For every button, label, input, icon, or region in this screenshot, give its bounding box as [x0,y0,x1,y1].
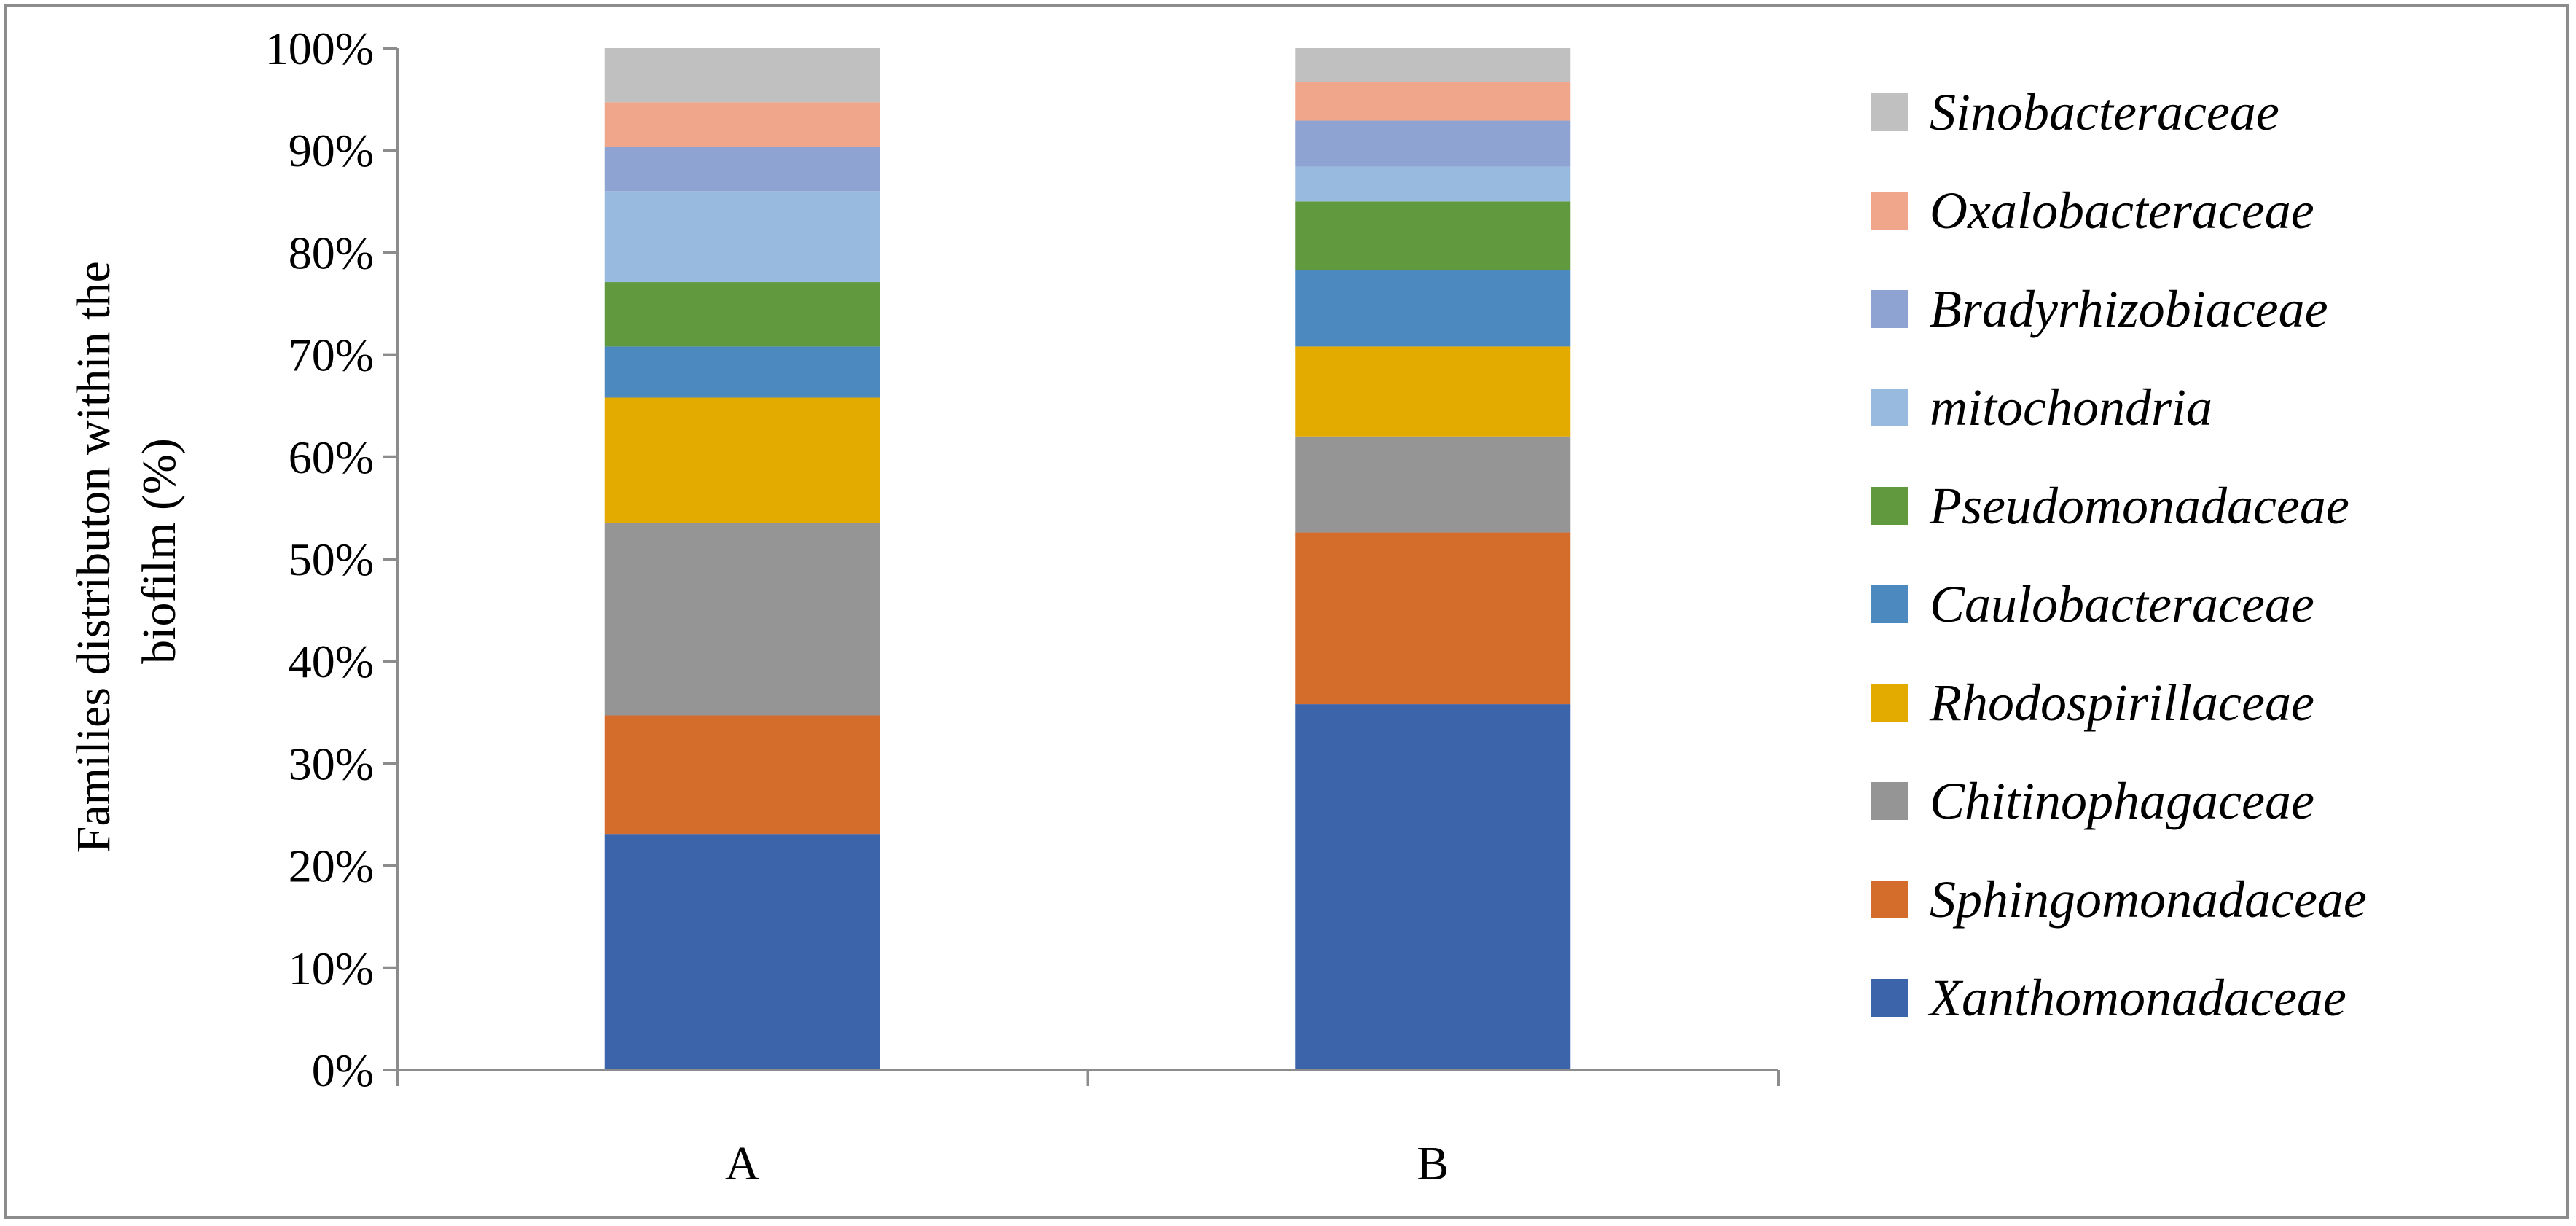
legend: Sinobacteraceae Oxalobacteraceae Bradyrhiz… [1871,83,2367,1027]
legend-item-sinobacteraceae: Sinobacteraceae [1871,83,2279,141]
legend-label: Chitinophagaceae [1930,772,2314,830]
legend-label: Bradyrhizobiaceae [1930,280,2328,338]
bar-segment-B-bradyrhizobiaceae [1295,120,1571,167]
legend-item-pseudomonadaceae: Pseudomonadaceae [1871,477,2349,535]
bar-segment-B-sinobacteraceae [1295,48,1571,82]
legend-label: Rhodospirillaceae [1929,673,2314,732]
legend-label: Sphingomonadaceae [1930,870,2367,929]
y-tick-label: 90% [289,125,374,176]
x-category-label-A: A [725,1137,760,1190]
y-tick-label: 40% [289,636,374,687]
bar-segment-A-rhodospirillaceae [604,397,880,523]
x-category-label-B: B [1417,1137,1449,1190]
y-tick-label: 30% [289,738,374,789]
legend-swatch [1871,487,1908,525]
bar-segment-B-chitinophagaceae [1295,436,1571,533]
bar-segment-B-rhodospirillaceae [1295,346,1571,437]
legend-label: mitochondria [1930,378,2212,437]
bars-layer [604,48,1571,1070]
y-tick-label: 100% [265,23,374,74]
y-axis-title-line-2: biofilm (%) [133,438,186,664]
y-tick-label: 80% [289,227,374,278]
bar-segment-A-bradyrhizobiaceae [604,147,880,192]
legend-label: Oxalobacteraceae [1930,181,2314,240]
y-axis-title-line-1: Families distributon within the [67,261,120,853]
chart-frame [4,4,2569,1219]
legend-item-chitinophagaceae: Chitinophagaceae [1871,772,2314,830]
legend-label: Pseudomonadaceae [1929,477,2349,535]
bar-segment-B-sphingomonadaceae [1295,532,1571,705]
y-tick-labels: 0% 10% 20% 30% 40% 50% 60% 70% 80% 90% 100% [265,23,374,1096]
legend-swatch [1871,192,1908,230]
legend-label: Caulobacteraceae [1930,575,2314,633]
legend-swatch [1871,389,1908,426]
legend-item-bradyrhizobiaceae: Bradyrhizobiaceae [1871,280,2328,338]
legend-swatch [1871,93,1908,131]
legend-swatch [1871,290,1908,328]
y-tick-label: 0% [312,1045,374,1096]
legend-item-rhodospirillaceae: Rhodospirillaceae [1871,673,2314,732]
legend-item-oxalobacteraceae: Oxalobacteraceae [1871,181,2314,240]
bar-segment-B-pseudomonadaceae [1295,201,1571,270]
bar-segment-B-caulobacteraceae [1295,270,1571,347]
bar-segment-A-oxalobacteraceae [604,102,880,147]
legend-swatch [1871,782,1908,820]
bar-segment-B-xanthomonadaceae [1295,704,1571,1070]
legend-item-sphingomonadaceae: Sphingomonadaceae [1871,870,2367,929]
y-tick-label: 20% [289,840,374,892]
bar-segment-A-pseudomonadaceae [604,282,880,347]
bar-segment-A-chitinophagaceae [604,523,880,716]
bar-segment-B-mitochondria [1295,166,1571,202]
legend-swatch [1871,881,1908,918]
legend-label: Xanthomonadaceae [1927,969,2346,1027]
bar-segment-A-xanthomonadaceae [604,834,880,1070]
legend-item-mitochondria: mitochondria [1871,378,2212,437]
bar-segment-A-mitochondria [604,191,880,283]
bar-segment-A-sphingomonadaceae [604,715,880,835]
axes-layer [383,47,1780,1086]
y-tick-label: 10% [289,942,374,994]
y-tick-label: 50% [289,534,374,585]
y-axis-title: Families distributon within the biofilm … [67,249,186,854]
legend-label: Sinobacteraceae [1930,83,2279,141]
bar-segment-B-oxalobacteraceae [1295,82,1571,121]
legend-item-xanthomonadaceae: Xanthomonadaceae [1871,969,2346,1027]
legend-swatch [1871,684,1908,722]
y-tick-label: 70% [289,329,374,381]
legend-swatch [1871,585,1908,623]
bar-segment-A-caulobacteraceae [604,346,880,398]
bar-segment-A-sinobacteraceae [604,48,880,103]
y-tick-label: 60% [289,432,374,483]
legend-item-caulobacteraceae: Caulobacteraceae [1871,575,2314,633]
legend-swatch [1871,979,1908,1017]
